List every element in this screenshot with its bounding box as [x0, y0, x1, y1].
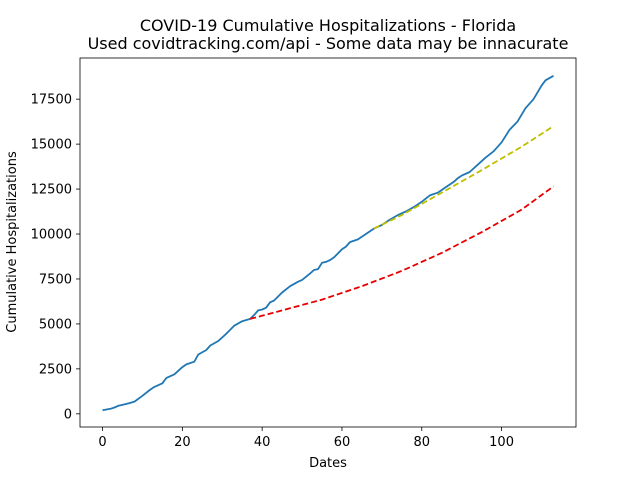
chart-title: COVID-19 Cumulative Hospitalizations - F…: [140, 16, 516, 35]
x-tick-label: 60: [334, 435, 351, 450]
chart-subtitle: Used covidtracking.com/api - Some data m…: [88, 34, 569, 53]
y-tick-label: 17500: [31, 93, 72, 108]
y-tick-label: 2500: [39, 362, 72, 377]
x-tick-label: 20: [174, 435, 191, 450]
y-tick-label: 0: [64, 407, 72, 422]
series-line-1: [102, 75, 554, 412]
x-tick-label: 100: [489, 435, 514, 450]
series-line-3: [373, 125, 554, 230]
y-axis-label: Cumulative Hospitalizations: [5, 151, 20, 333]
x-tick-label: 40: [254, 435, 271, 450]
y-tick-label: 7500: [39, 272, 72, 287]
y-axis-ticks: 0 2500 5000 7500 10000 12500 15000 17500: [31, 93, 80, 422]
x-axis-ticks: 0 20 40 60 80 100: [98, 427, 514, 450]
x-tick-label: 0: [98, 435, 106, 450]
y-tick-label: 5000: [39, 317, 72, 332]
plot-frame: [79, 57, 577, 428]
series-line-2: [249, 185, 555, 320]
x-axis-label: Dates: [309, 456, 347, 471]
y-tick-label: 15000: [31, 138, 72, 153]
plot-lines: [102, 75, 555, 412]
y-tick-label: 12500: [31, 183, 72, 198]
y-tick-label: 10000: [31, 228, 72, 243]
x-tick-label: 80: [413, 435, 430, 450]
